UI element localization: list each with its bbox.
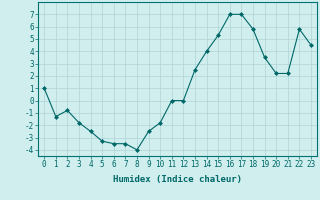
X-axis label: Humidex (Indice chaleur): Humidex (Indice chaleur) (113, 175, 242, 184)
